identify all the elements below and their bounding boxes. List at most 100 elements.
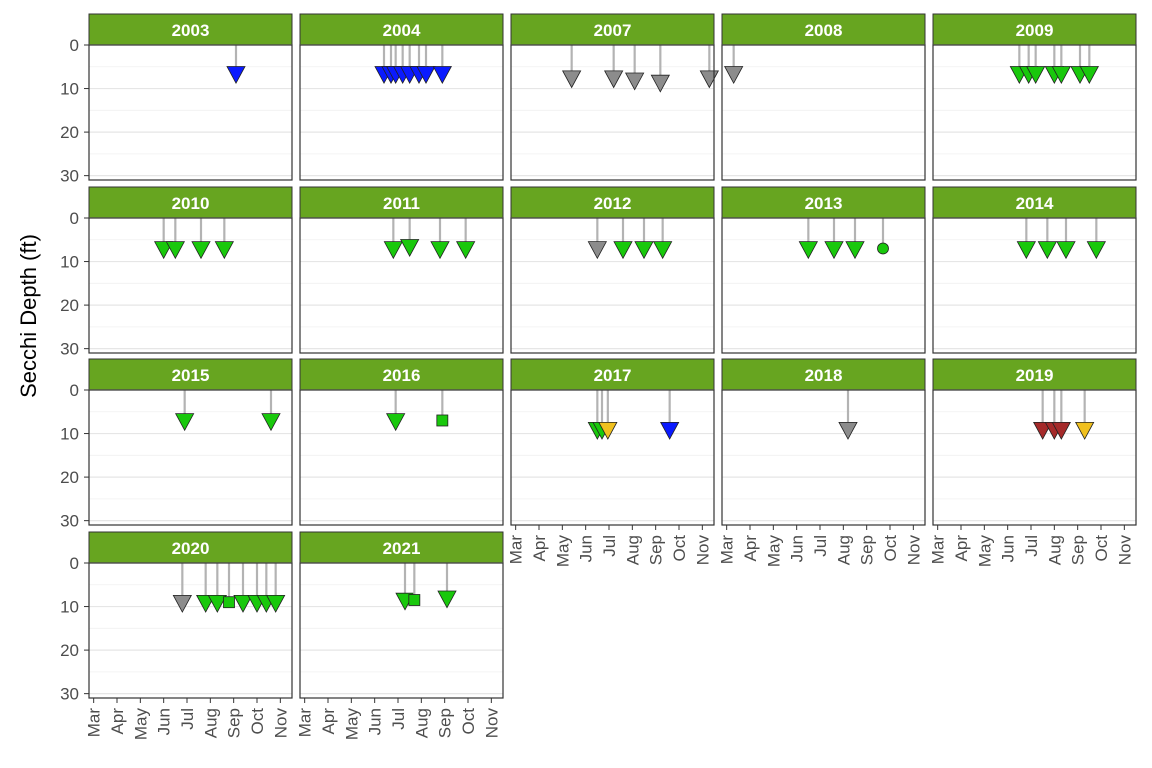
panel-border (932, 217, 1137, 354)
data-point-triangle (432, 66, 453, 84)
x-tick-label: Sep (225, 708, 244, 738)
facet-panel-2017: 2017 Mar Apr May Jun Jul Aug Sep Oct Nov (507, 358, 715, 567)
facet-strip-label: 2013 (805, 194, 843, 213)
x-tick-label: Sep (647, 535, 666, 565)
data-point-triangle (1051, 66, 1072, 84)
facet-strip (88, 531, 293, 564)
data-point-triangle (650, 74, 671, 93)
x-tick-label: Sep (858, 535, 877, 565)
data-point-triangle (613, 241, 633, 260)
panel-border (299, 44, 504, 181)
data-point-triangle (1086, 241, 1107, 260)
x-tick-label: Jun (577, 535, 596, 562)
facet-panel-2021: 2021 Mar Apr May Jun Jul Aug Sep Oct Nov (296, 531, 504, 741)
data-point-triangle (261, 413, 281, 432)
facet-strip-label: 2012 (594, 194, 632, 213)
facet-panel-2009: 2009 (932, 13, 1137, 181)
x-tick-label: Jun (155, 708, 174, 735)
panel-border (299, 389, 504, 526)
panel-background (300, 563, 503, 698)
x-tick-label: Aug (623, 535, 642, 565)
data-point-triangle (385, 413, 406, 432)
x-tick-label: Jun (366, 708, 385, 735)
y-tick-label: 20 (60, 468, 79, 487)
data-point-triangle (634, 241, 654, 260)
facet-panel-2014: 2014 (932, 186, 1137, 354)
facet-strip (299, 186, 504, 219)
data-point-triangle (1051, 421, 1072, 440)
x-tick-label: Jun (999, 535, 1018, 562)
facet-strip-label: 2010 (172, 194, 210, 213)
x-tick-label: Apr (319, 708, 338, 735)
y-tick-label: 10 (60, 80, 79, 99)
facet-strip-label: 2003 (172, 21, 210, 40)
y-tick-label: 10 (60, 253, 79, 272)
x-tick-label: Oct (459, 708, 478, 735)
x-tick-label: Nov (904, 535, 923, 566)
panel-border (299, 562, 504, 699)
data-point-triangle (587, 241, 608, 260)
x-tick-label: Sep (436, 708, 455, 738)
panel-background (933, 45, 1136, 180)
x-tick-label: Jun (788, 535, 807, 562)
panel-border (721, 217, 926, 354)
data-point-triangle (172, 594, 193, 613)
facet-strip (721, 358, 926, 391)
data-point-triangle (1016, 241, 1037, 260)
panel-border (932, 44, 1137, 181)
data-point-triangle (437, 590, 457, 609)
x-tick-label: May (342, 708, 361, 741)
data-point-triangle (1037, 241, 1058, 260)
panel-background (722, 390, 925, 525)
x-tick-label: Oct (1092, 535, 1111, 562)
y-tick-label: 0 (70, 209, 79, 228)
panel-background (722, 218, 925, 353)
data-point-triangle (226, 66, 246, 84)
panel-background (933, 218, 1136, 353)
x-tick-label: Nov (693, 535, 712, 566)
x-tick-label: Mar (507, 535, 526, 565)
facet-panel-2013: 2013 (721, 186, 926, 354)
y-tick-label: 0 (70, 381, 79, 400)
data-point-triangle (624, 72, 645, 91)
data-point-triangle (191, 241, 211, 260)
facet-strip-label: 2019 (1016, 366, 1054, 385)
facet-panel-2007: 2007 (510, 13, 720, 181)
x-tick-label: Apr (741, 535, 760, 562)
panel-background (300, 218, 503, 353)
facet-strip (299, 13, 504, 46)
x-tick-label: Aug (1045, 535, 1064, 565)
panel-border (88, 44, 293, 181)
facet-strip-label: 2015 (172, 366, 210, 385)
data-point-triangle (798, 241, 819, 260)
facet-strip (932, 358, 1137, 391)
facet-panel-2003: 2003 0 10 20 30 (60, 13, 293, 186)
panel-border (510, 44, 715, 181)
panel-background (89, 563, 292, 698)
data-point-triangle (838, 421, 858, 440)
data-point-triangle (561, 70, 582, 89)
facet-strip-label: 2021 (383, 539, 421, 558)
facet-strip-label: 2020 (172, 539, 210, 558)
x-tick-label: Sep (1069, 535, 1088, 565)
x-tick-label: Aug (201, 708, 220, 738)
panel-background (933, 390, 1136, 525)
facet-strip (510, 13, 715, 46)
panel-border (721, 44, 926, 181)
x-tick-label: Nov (482, 708, 501, 739)
y-tick-label: 20 (60, 296, 79, 315)
y-tick-label: 30 (60, 340, 79, 359)
data-point-triangle (207, 594, 228, 613)
data-point-triangle (845, 241, 865, 260)
x-tick-label: Apr (530, 535, 549, 562)
facet-strip (721, 13, 926, 46)
data-point-triangle (1079, 66, 1100, 84)
y-tick-label: 10 (60, 598, 79, 617)
data-point-triangle (430, 241, 450, 260)
facet-strip (932, 13, 1137, 46)
data-point-triangle (723, 66, 744, 84)
x-tick-label: Oct (248, 708, 267, 735)
panel-border (510, 389, 715, 526)
panel-background (300, 390, 503, 525)
